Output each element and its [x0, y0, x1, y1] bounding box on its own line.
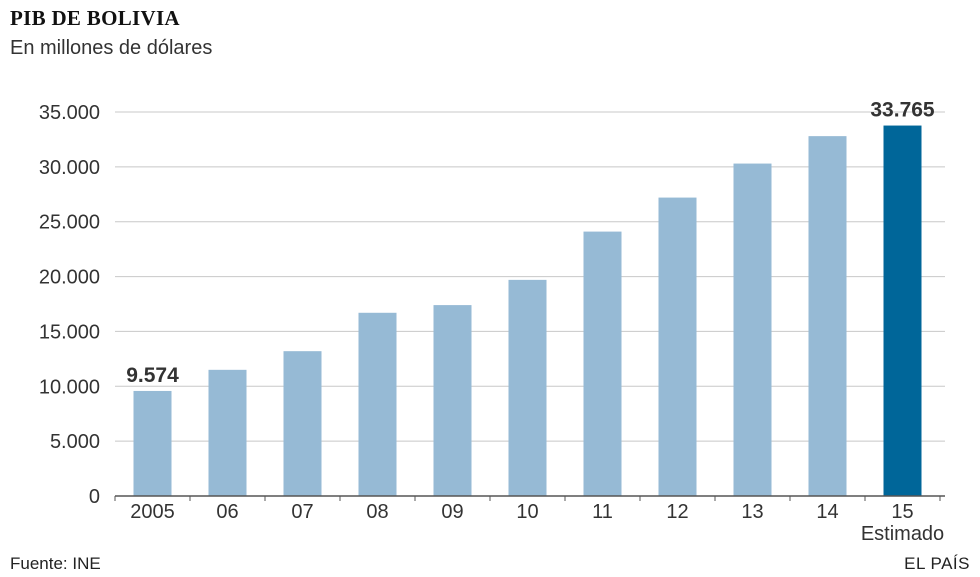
y-tick-label: 30.000: [39, 157, 100, 179]
bar-15: [883, 125, 922, 496]
data-label: 9.574: [126, 364, 179, 387]
bar-10: [508, 279, 547, 496]
bar-06: [208, 369, 247, 496]
x-tick-label: 08: [366, 501, 388, 523]
bar-13: [733, 163, 772, 496]
x-tick-label: 2005: [130, 501, 175, 523]
x-axis: [114, 495, 945, 501]
bar-08: [358, 312, 397, 496]
bar-11: [583, 231, 622, 497]
data-label: 33.765: [870, 99, 935, 122]
source-note: Fuente: INE: [10, 554, 101, 573]
x-tick-label: 07: [291, 501, 313, 523]
data-labels: 9.574 33.765: [126, 99, 935, 387]
x-tick-label: 06: [216, 501, 238, 523]
x-tick-label: 13: [741, 501, 763, 523]
x-tick-label: 09: [441, 501, 463, 523]
bar-14: [808, 136, 847, 496]
x-tick-label: 10: [516, 501, 538, 523]
y-tick-label: 35.000: [39, 102, 100, 124]
chart-subtitle: En millones de dólares: [10, 37, 213, 59]
bar-2005: [133, 390, 172, 496]
bars: [133, 125, 922, 497]
y-tick-label: 5.000: [50, 431, 100, 453]
publisher-brand: EL PAÍS: [904, 554, 970, 573]
x-tick-label: 12: [666, 501, 688, 523]
x-tick-label: 11: [592, 501, 613, 523]
chart-title: PIB DE BOLIVIA: [10, 6, 180, 30]
y-tick-label: 0: [89, 486, 100, 508]
y-tick-label: 20.000: [39, 267, 100, 289]
bar-09: [433, 305, 472, 496]
bar-07: [283, 351, 322, 496]
x-tick-label: 14: [816, 501, 838, 523]
y-tick-label: 25.000: [39, 212, 100, 234]
x-tick-label: 15: [891, 501, 913, 523]
y-tick-label: 15.000: [39, 321, 100, 343]
y-tick-label: 10.000: [39, 376, 100, 398]
bar-12: [658, 197, 697, 496]
y-axis-ticks: 0 5.000 10.000 15.000 20.000 25.000 30.000 35.0…: [39, 102, 100, 508]
x-tick-note: Estimado: [861, 523, 944, 545]
